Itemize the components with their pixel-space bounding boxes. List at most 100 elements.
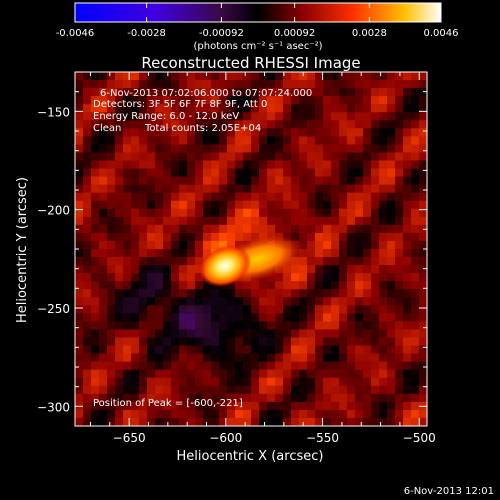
heatmap-cell xyxy=(395,192,404,202)
heatmap-cell xyxy=(235,321,244,331)
heatmap-cell xyxy=(379,329,388,339)
heatmap-cell xyxy=(299,401,308,411)
heatmap-cell xyxy=(387,345,396,355)
heatmap-cell xyxy=(147,80,156,89)
heatmap-cell xyxy=(323,265,332,274)
heatmap-cell xyxy=(347,232,356,242)
heatmap-cell xyxy=(195,409,204,419)
heatmap-cell xyxy=(203,96,212,105)
heatmap-cell xyxy=(379,369,388,379)
heatmap-cell xyxy=(267,417,276,426)
heatmap-cell xyxy=(339,232,348,242)
heatmap-cell xyxy=(155,80,164,89)
heatmap-cell xyxy=(163,80,172,89)
heatmap-cell xyxy=(243,224,252,234)
heatmap-cell xyxy=(195,72,204,81)
heatmap-cell xyxy=(163,160,172,170)
heatmap-cell xyxy=(411,240,420,250)
heatmap-cell xyxy=(115,152,124,162)
heatmap-cell xyxy=(275,401,284,411)
heatmap-cell xyxy=(347,240,356,250)
heatmap-cell xyxy=(299,393,308,403)
heatmap-cell xyxy=(347,417,356,426)
heatmap-cell xyxy=(323,88,332,97)
heatmap-cell xyxy=(411,321,420,331)
heatmap-cell xyxy=(91,369,100,379)
heatmap-cell xyxy=(251,224,260,234)
heatmap-cell xyxy=(299,80,308,89)
heatmap-cell xyxy=(107,257,116,266)
heatmap-cell xyxy=(339,353,348,363)
heatmap-cell xyxy=(123,224,132,234)
heatmap-cell xyxy=(339,289,348,298)
heatmap-cell xyxy=(275,321,284,331)
heatmap-cell xyxy=(227,112,236,121)
heatmap-cell xyxy=(395,369,404,379)
heatmap-cell xyxy=(195,144,204,154)
heatmap-cell xyxy=(379,337,388,347)
heatmap-cell xyxy=(387,152,396,162)
heatmap-cell xyxy=(179,361,188,371)
heatmap-cell xyxy=(107,208,116,218)
heatmap-cell xyxy=(171,112,180,121)
heatmap-cell xyxy=(243,208,252,218)
heatmap-cell xyxy=(259,289,268,298)
heatmap-cell xyxy=(171,136,180,146)
heatmap-cell xyxy=(171,96,180,105)
heatmap-cell xyxy=(123,216,132,226)
heatmap-cell xyxy=(179,240,188,250)
heatmap-cell xyxy=(395,361,404,371)
heatmap-cell xyxy=(243,232,252,242)
heatmap-cell xyxy=(235,96,244,105)
heatmap-cell xyxy=(299,104,308,113)
heatmap-cell xyxy=(115,369,124,379)
heatmap-cell xyxy=(347,88,356,97)
heatmap-cell xyxy=(347,208,356,218)
heatmap-cell xyxy=(403,96,412,105)
heatmap-cell xyxy=(147,216,156,226)
heatmap-cell xyxy=(155,321,164,331)
heatmap-cell xyxy=(123,208,132,218)
heatmap-cell xyxy=(371,393,380,403)
heatmap-cell xyxy=(267,104,276,113)
heatmap-cell xyxy=(307,160,316,170)
heatmap-cell xyxy=(331,136,340,146)
heatmap-cell xyxy=(339,136,348,146)
heatmap-cell xyxy=(331,265,340,274)
heatmap-cell xyxy=(283,297,292,306)
heatmap-cell xyxy=(219,200,228,210)
heatmap-cell xyxy=(267,184,276,194)
heatmap-cell xyxy=(187,393,196,403)
heatmap-cell xyxy=(115,297,124,306)
heatmap-cell xyxy=(283,393,292,403)
heatmap-cell xyxy=(219,321,228,331)
heatmap-cell xyxy=(347,184,356,194)
heatmap-cell xyxy=(315,393,324,403)
heatmap-cell xyxy=(299,417,308,426)
heatmap-cell xyxy=(403,273,412,282)
heatmap-cell xyxy=(355,417,364,426)
heatmap-cell xyxy=(131,313,140,323)
heatmap-cell xyxy=(171,401,180,411)
heatmap-cell xyxy=(371,88,380,97)
heatmap-cell xyxy=(379,184,388,194)
heatmap-cell xyxy=(267,393,276,403)
heatmap-cell xyxy=(331,192,340,202)
heatmap-cell xyxy=(387,337,396,347)
heatmap-cell xyxy=(419,417,427,426)
heatmap-cell xyxy=(163,265,172,274)
heatmap-cell xyxy=(139,184,148,194)
heatmap-cell xyxy=(259,313,268,323)
heatmap-cell xyxy=(115,329,124,339)
heatmap-cell xyxy=(339,369,348,379)
heatmap-cell xyxy=(363,417,372,426)
heatmap-cell xyxy=(307,345,316,355)
heatmap-cell xyxy=(227,393,236,403)
heatmap-cell xyxy=(115,393,124,403)
heatmap-cell xyxy=(331,321,340,331)
heatmap-cell xyxy=(275,144,284,154)
heatmap-cell xyxy=(115,377,124,387)
heatmap-cell xyxy=(411,353,420,363)
heatmap-cell xyxy=(339,401,348,411)
heatmap-cell xyxy=(123,232,132,242)
